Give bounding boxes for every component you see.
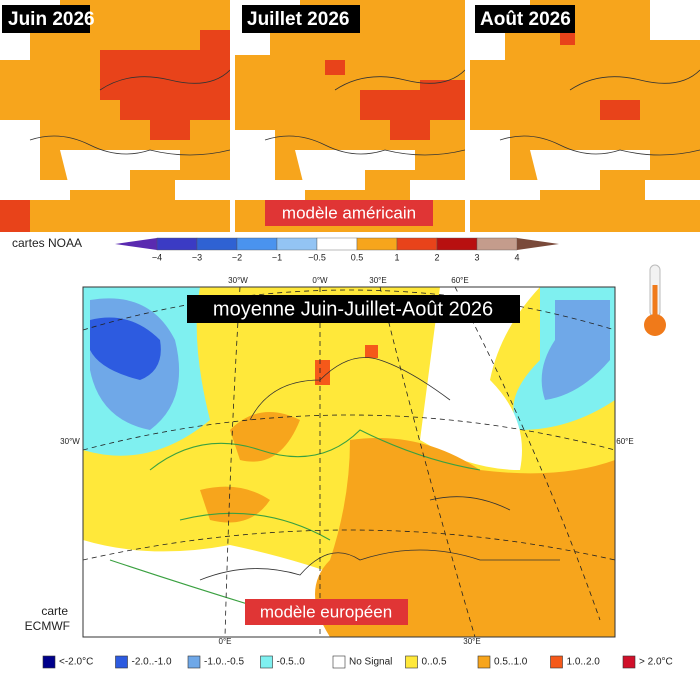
graticule-label: 30°W [60, 437, 80, 446]
scale-tick-label: −0.5 [308, 252, 326, 262]
scale-segment [356, 237, 398, 251]
graticule-label: 0°E [219, 637, 232, 646]
scale-tick-label: −4 [152, 252, 162, 262]
scale-tick-label: 4 [514, 252, 519, 262]
scale-segment [436, 237, 478, 251]
legend-swatch [187, 655, 201, 669]
color-scale: −4 −3 −2 −1 −0.5 0.5 1 2 3 4 [115, 237, 559, 262]
graticule-label: 30°W [228, 276, 248, 285]
legend-swatch [622, 655, 636, 669]
legend-label: -0.5..0 [277, 657, 306, 668]
scale-arrow [517, 238, 559, 250]
legend-swatch [332, 655, 346, 669]
map-august [470, 0, 700, 232]
graticule-label: 60°E [451, 276, 468, 285]
scale-tick-label: 2 [434, 252, 439, 262]
scale-tick-label: 1 [394, 252, 399, 262]
graticule-label: 30°E [463, 637, 480, 646]
source: cartes NOAA [12, 236, 82, 250]
graticule-labels: 30°W 0°W 30°E 60°E 30°W 60°E 0°E 30°E [60, 276, 634, 646]
legend-swatch [405, 655, 418, 669]
legend-swatch [42, 655, 56, 669]
source: carte [41, 604, 68, 618]
caption: modèle européen [260, 602, 392, 621]
thermometer-icon [644, 264, 666, 336]
legend-label: 0.5..1.0 [494, 657, 528, 668]
scale-tick-label: 3 [474, 252, 479, 262]
scale-segment [476, 237, 518, 251]
caption: modèle américain [282, 203, 416, 222]
map-title: moyenne Juin-Juillet-Août 2026 [213, 298, 493, 320]
scale-segment [156, 237, 198, 251]
legend-swatch [477, 655, 491, 669]
legend-label: <-2.0°C [59, 657, 93, 668]
map-june [0, 0, 230, 232]
scale-tick-label: −3 [192, 252, 202, 262]
scale-tick-label: −1 [272, 252, 282, 262]
scale-segment [196, 237, 238, 251]
legend-label: -2.0..-1.0 [132, 657, 172, 668]
map-title: Juin 2026 [8, 9, 95, 30]
source: ECMWF [25, 619, 70, 633]
legend-label: > 2.0°C [639, 657, 673, 668]
map-title: Août 2026 [480, 9, 571, 30]
scale-segment [276, 237, 318, 251]
legend-label: 1.0..2.0 [567, 657, 601, 668]
legend-label: -1.0..-0.5 [204, 657, 244, 668]
scale-tick-label: −2 [232, 252, 242, 262]
scale-arrow [115, 238, 157, 250]
graticule-label: 0°W [312, 276, 328, 285]
scale-segment [236, 237, 278, 251]
legend-swatch [115, 655, 128, 669]
graticule-label: 30°E [369, 276, 386, 285]
legend-label: 0..0.5 [422, 657, 447, 668]
map-title: Juillet 2026 [247, 9, 349, 30]
scale-tick-label: 0.5 [351, 252, 364, 262]
map-ecmwf [83, 287, 615, 637]
scale-segment [396, 237, 438, 251]
top-titles: Juin 2026 Juillet 2026 Août 2026 modèle … [2, 5, 575, 226]
scale-segment [316, 237, 358, 251]
legend-swatch [260, 655, 273, 669]
legend-swatch [550, 655, 563, 669]
graticule-label: 60°E [616, 437, 633, 446]
legend-label: No Signal [349, 657, 392, 668]
map-july [235, 0, 465, 232]
legend: <-2.0°C -2.0..-1.0 -1.0..-0.5 -0.5..0 No Sig… [42, 655, 673, 669]
main-titles: moyenne Juin-Juillet-Août 2026 modèle eu… [25, 295, 520, 633]
